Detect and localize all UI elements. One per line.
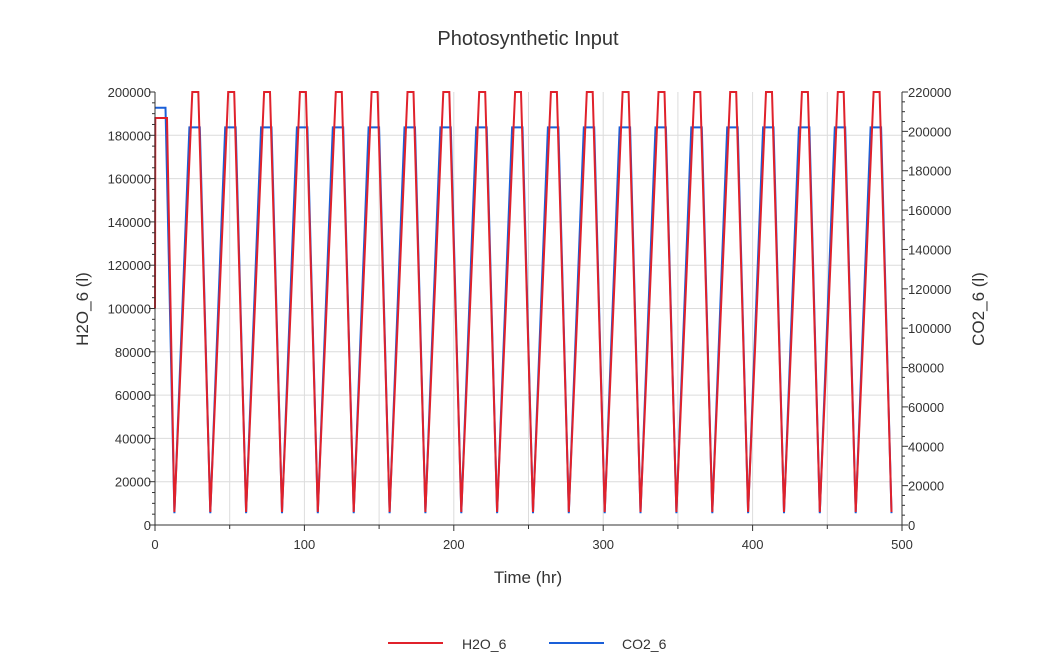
y-right-tick-label: 20000: [908, 479, 944, 494]
y-right-tick-label: 100000: [908, 321, 951, 336]
y-left-tick-label: 200000: [108, 85, 151, 100]
y-right-tick-label: 80000: [908, 361, 944, 376]
y-right-tick-label: 40000: [908, 439, 944, 454]
x-tick-label: 400: [742, 537, 764, 552]
x-tick-label: 100: [294, 537, 316, 552]
x-tick-label: 200: [443, 537, 465, 552]
y-right-tick-label: 220000: [908, 85, 951, 100]
x-tick-label: 300: [592, 537, 614, 552]
y-left-tick-label: 40000: [115, 431, 151, 446]
y-right-tick-label: 140000: [908, 242, 951, 257]
y-right-tick-label: 180000: [908, 164, 951, 179]
y-left-tick-label: 160000: [108, 172, 151, 187]
y-left-tick-label: 140000: [108, 215, 151, 230]
y-right-tick-label: 120000: [908, 282, 951, 297]
series-line-h2o-6: [154, 91, 893, 513]
chart-title: Photosynthetic Input: [437, 28, 619, 50]
y-right-tick-label: 160000: [908, 203, 951, 218]
y-left-tick-label: 100000: [108, 302, 151, 317]
y-left-axis-title: H2O_6 (l): [73, 272, 92, 346]
y-left-tick-label: 80000: [115, 345, 151, 360]
y-right-tick-label: 0: [908, 518, 915, 533]
y-right-tick-label: 200000: [908, 124, 951, 139]
y-left-tick-label: 60000: [115, 388, 151, 403]
tick-label-layer: 0 100 200 300 400 500 0 20000 40000 60000 80000 100…: [108, 85, 952, 552]
y-left-tick-label: 0: [144, 518, 151, 533]
x-axis-title: Time (hr): [494, 568, 562, 587]
legend: H2O_6 CO2_6: [388, 636, 667, 652]
grid-layer: [155, 92, 902, 525]
legend-label-co2: CO2_6: [622, 636, 667, 652]
y-left-tick-label: 180000: [108, 128, 151, 143]
y-left-tick-label: 120000: [108, 258, 151, 273]
axes-layer: [149, 91, 908, 531]
x-tick-label: 500: [891, 537, 913, 552]
y-right-axis-title: CO2_6 (l): [969, 272, 988, 346]
series-layer: [154, 91, 893, 514]
legend-label-h2o: H2O_6: [462, 636, 507, 652]
y-left-tick-label: 20000: [115, 475, 151, 490]
y-right-tick-label: 60000: [908, 400, 944, 415]
x-tick-label: 0: [151, 537, 158, 552]
